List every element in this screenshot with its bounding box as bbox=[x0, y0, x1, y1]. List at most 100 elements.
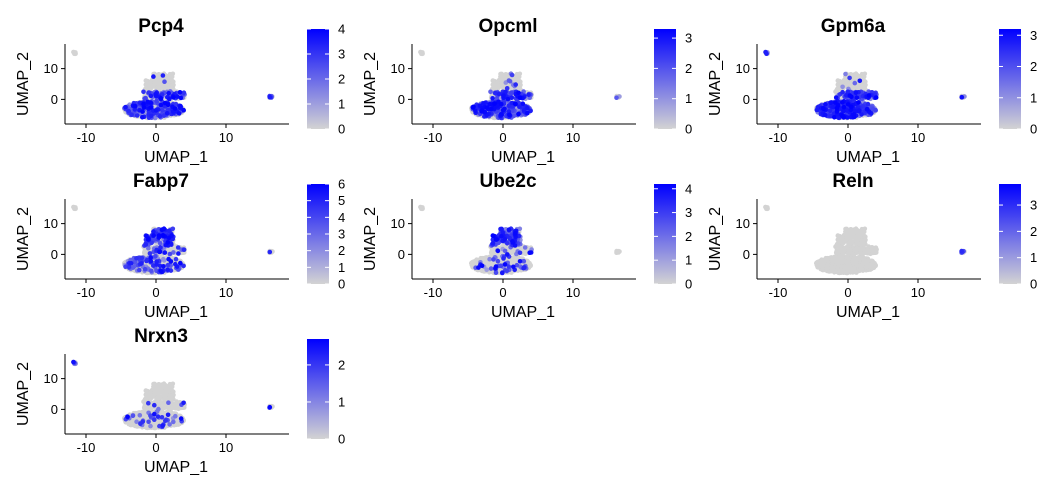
data-point bbox=[820, 105, 826, 111]
colorbar-tick-label: 4 bbox=[685, 181, 692, 196]
data-point bbox=[509, 95, 514, 100]
data-point bbox=[148, 255, 153, 260]
data-point bbox=[491, 233, 496, 239]
data-point bbox=[503, 72, 509, 77]
data-point bbox=[959, 94, 965, 100]
data-point bbox=[181, 247, 187, 252]
data-point bbox=[493, 264, 499, 269]
panel-title: Gpm6a bbox=[821, 16, 886, 37]
x-axis-title: UMAP_1 bbox=[836, 149, 900, 166]
data-point bbox=[178, 95, 184, 101]
data-point bbox=[488, 266, 494, 271]
x-tick-label: 0 bbox=[152, 130, 159, 145]
data-point bbox=[521, 258, 527, 264]
data-point bbox=[123, 104, 128, 110]
data-point bbox=[153, 91, 158, 97]
data-point bbox=[844, 108, 850, 113]
data-point bbox=[173, 256, 179, 262]
data-point bbox=[505, 96, 511, 102]
y-tick-label: 10 bbox=[391, 216, 405, 231]
data-point bbox=[509, 90, 514, 95]
x-tick-label: 10 bbox=[566, 285, 580, 300]
data-point bbox=[165, 74, 170, 79]
data-point bbox=[144, 257, 150, 263]
data-point bbox=[146, 245, 151, 251]
data-point bbox=[854, 95, 860, 100]
data-point bbox=[505, 252, 510, 257]
data-point bbox=[853, 90, 859, 96]
data-point bbox=[132, 259, 138, 265]
data-point bbox=[175, 94, 180, 99]
colorbar-tick-label: 3 bbox=[685, 31, 692, 46]
data-point bbox=[859, 112, 864, 117]
data-point bbox=[162, 79, 167, 84]
data-point bbox=[499, 101, 504, 107]
data-point bbox=[864, 106, 870, 112]
data-point bbox=[149, 113, 154, 119]
data-point bbox=[171, 95, 176, 100]
data-point bbox=[851, 75, 856, 81]
colorbar-tick-label: 0 bbox=[685, 277, 692, 292]
data-point bbox=[143, 96, 148, 101]
data-point bbox=[498, 112, 504, 117]
data-point bbox=[476, 265, 481, 270]
y-tick-label: 10 bbox=[736, 61, 750, 76]
data-point bbox=[160, 233, 166, 238]
data-point bbox=[126, 108, 131, 114]
colorbar-tick-label: 3 bbox=[1030, 28, 1037, 43]
data-point bbox=[493, 270, 499, 276]
data-point bbox=[484, 105, 490, 110]
data-points bbox=[71, 204, 275, 276]
data-point bbox=[419, 206, 425, 211]
y-tick-label: 0 bbox=[51, 247, 58, 262]
data-point bbox=[142, 266, 148, 272]
data-point bbox=[499, 71, 504, 77]
data-point bbox=[517, 250, 523, 256]
data-point bbox=[489, 106, 494, 112]
data-point bbox=[516, 74, 522, 80]
data-point bbox=[827, 108, 833, 114]
data-point bbox=[832, 115, 837, 120]
data-point bbox=[526, 92, 531, 97]
data-point bbox=[72, 51, 78, 56]
data-point bbox=[157, 241, 163, 246]
data-point bbox=[856, 100, 861, 105]
colorbar-tick-label: 4 bbox=[338, 22, 345, 37]
data-point bbox=[851, 114, 857, 120]
data-point bbox=[856, 86, 861, 91]
data-point bbox=[509, 250, 515, 255]
data-point bbox=[484, 267, 490, 273]
data-point bbox=[144, 233, 149, 239]
data-point bbox=[514, 262, 520, 268]
data-point bbox=[146, 90, 152, 95]
data-point bbox=[512, 101, 518, 106]
data-point bbox=[844, 82, 849, 87]
data-points bbox=[763, 49, 967, 121]
data-point bbox=[156, 227, 161, 232]
colorbar bbox=[307, 29, 329, 129]
data-point bbox=[470, 261, 476, 267]
x-axis-title: UMAP_1 bbox=[491, 149, 555, 166]
data-point bbox=[502, 248, 508, 254]
data-point bbox=[513, 230, 518, 236]
data-point bbox=[162, 100, 168, 106]
data-point bbox=[504, 241, 510, 246]
data-point bbox=[473, 108, 478, 114]
y-axis-title: UMAP_2 bbox=[15, 52, 32, 116]
data-point bbox=[517, 95, 523, 101]
y-tick-label: 0 bbox=[398, 247, 405, 262]
x-tick-label: 10 bbox=[566, 130, 580, 145]
x-axis-title: UMAP_1 bbox=[491, 304, 555, 321]
data-point bbox=[267, 249, 273, 255]
data-point bbox=[167, 96, 172, 102]
data-point bbox=[165, 240, 171, 245]
data-point bbox=[151, 229, 156, 234]
data-point bbox=[181, 90, 187, 95]
data-point bbox=[481, 255, 486, 261]
data-point bbox=[157, 114, 163, 119]
data-point bbox=[764, 51, 769, 56]
data-point bbox=[143, 242, 149, 247]
